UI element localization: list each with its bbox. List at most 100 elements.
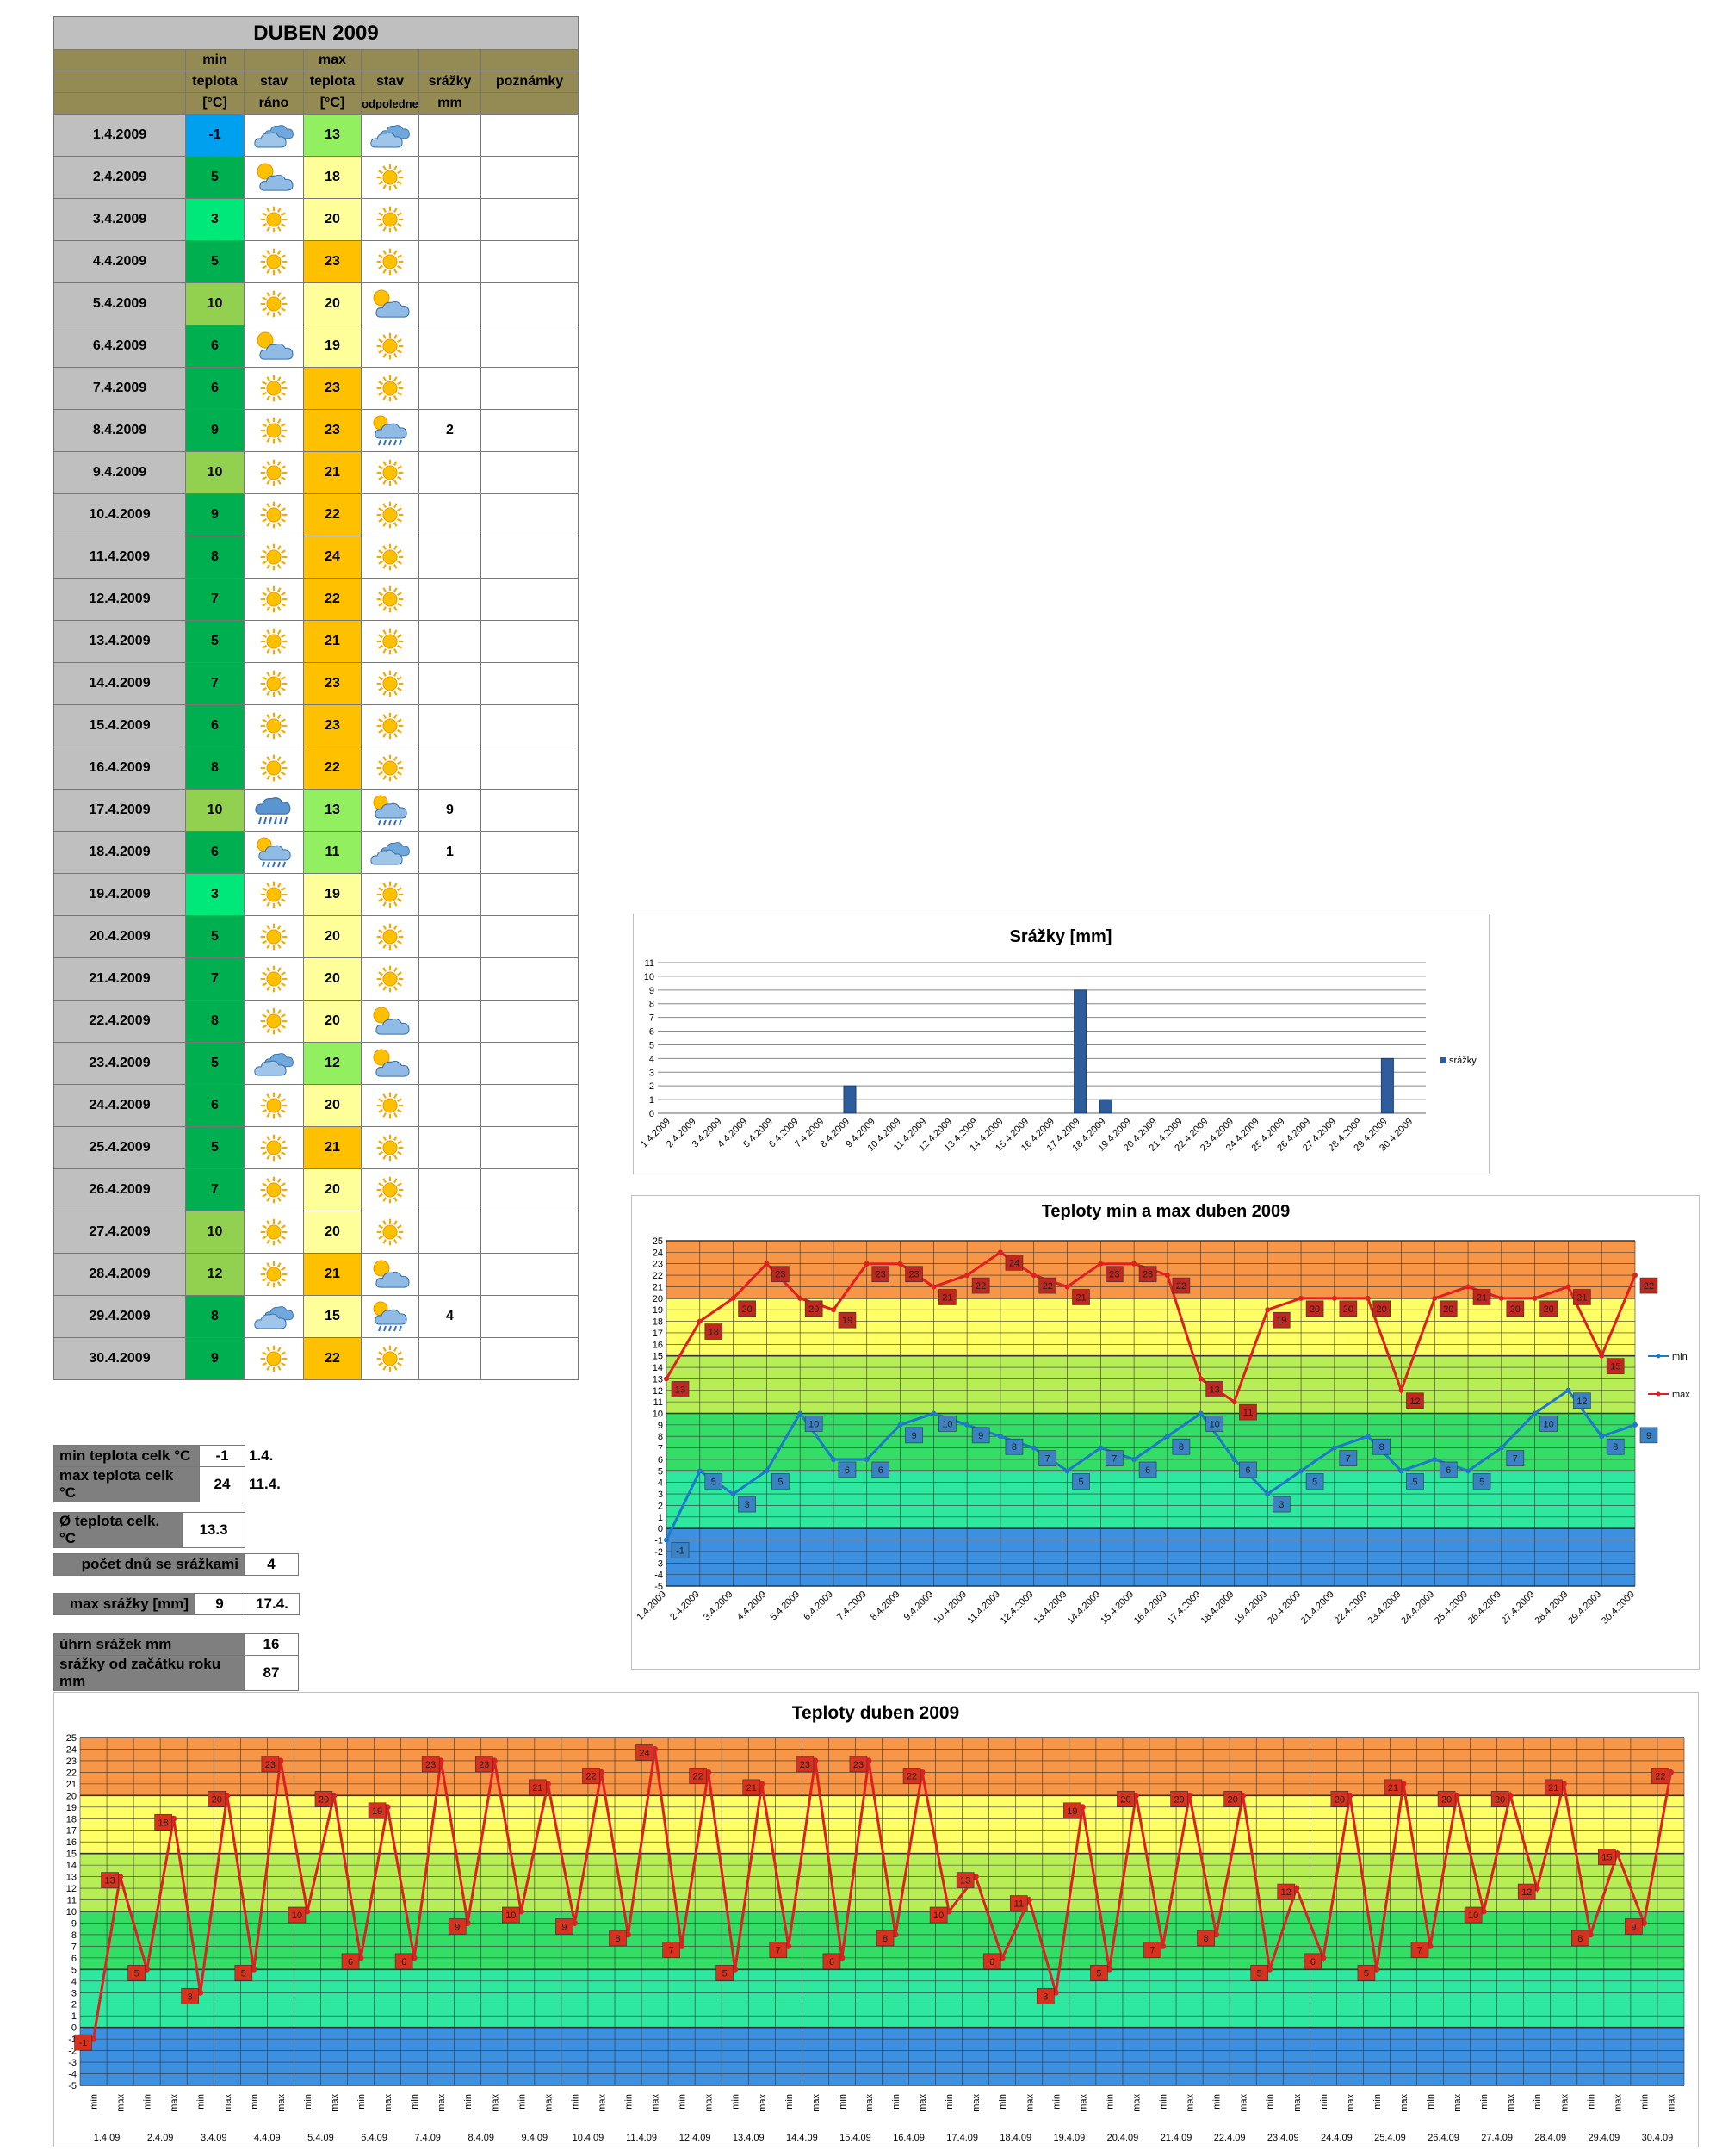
legend-label: max bbox=[1672, 1390, 1690, 1400]
morning-state-cell bbox=[244, 578, 304, 621]
max-point bbox=[1532, 1295, 1538, 1301]
temperature-data-label: 22 bbox=[693, 1771, 703, 1781]
header-unit bbox=[480, 92, 579, 115]
x-tick-label: max bbox=[1292, 2094, 1303, 2112]
max-point bbox=[897, 1261, 903, 1267]
x-group-label: 11.4.09 bbox=[626, 2133, 657, 2143]
min-temp-cell: 8 bbox=[185, 536, 245, 579]
y-tick-label: 14 bbox=[653, 1363, 663, 1373]
sun-cloud-icon bbox=[362, 287, 418, 321]
min-data-label: 10 bbox=[942, 1420, 952, 1430]
table-row: 4.4.2009 5 23 bbox=[53, 240, 579, 283]
temperature-data-label: 19 bbox=[372, 1806, 382, 1817]
notes-cell bbox=[480, 325, 579, 368]
temperature-data-label: 6 bbox=[829, 1957, 834, 1967]
min-data-label: 6 bbox=[1145, 1465, 1150, 1476]
max-data-label: 20 bbox=[808, 1304, 819, 1315]
morning-state-cell bbox=[244, 114, 304, 157]
y-tick-label: 24 bbox=[653, 1248, 663, 1258]
date-cell: 21.4.2009 bbox=[53, 957, 186, 1001]
max-data-label-box bbox=[704, 1323, 723, 1340]
temperature-data-label: 5 bbox=[241, 1968, 246, 1979]
temperature-data-label-box bbox=[796, 1756, 815, 1773]
max-temp-cell: 23 bbox=[303, 704, 362, 747]
x-group-label: 6.4.09 bbox=[361, 2133, 387, 2143]
y-tick-label: 2 bbox=[658, 1501, 663, 1511]
y-tick-label: 12 bbox=[653, 1386, 663, 1397]
header-unit: [°C] bbox=[185, 92, 245, 115]
temperature-data-label: 23 bbox=[853, 1760, 864, 1770]
y-tick-label: 2 bbox=[71, 2000, 77, 2010]
temperature-data-label: 5 bbox=[1257, 1968, 1262, 1979]
max-temp-cell: 20 bbox=[303, 1084, 362, 1127]
notes-cell bbox=[480, 1000, 579, 1043]
cloud-icon bbox=[362, 835, 418, 870]
x-tick-label: max bbox=[811, 2094, 821, 2112]
max-point bbox=[1298, 1295, 1304, 1301]
y-tick-label: -1 bbox=[654, 1536, 663, 1546]
y-tick-label: -1 bbox=[68, 2035, 77, 2045]
sun-icon bbox=[245, 457, 303, 488]
temperature-data-label-box bbox=[288, 1906, 307, 1924]
morning-state-cell bbox=[244, 1042, 304, 1085]
x-tick-label: 20.4.2009 bbox=[1266, 1589, 1303, 1626]
legend-swatch bbox=[1440, 1057, 1446, 1063]
x-tick-label: max bbox=[1186, 2094, 1196, 2112]
max-data-label-box bbox=[838, 1311, 857, 1329]
sun-icon bbox=[245, 1174, 303, 1205]
header-cell bbox=[53, 49, 186, 71]
x-tick-label: 4.4.2009 bbox=[735, 1589, 769, 1623]
temperature-data-label-box bbox=[1170, 1791, 1188, 1807]
sun-icon bbox=[362, 753, 418, 784]
min-data-label-box bbox=[1639, 1427, 1658, 1444]
sun-icon bbox=[245, 626, 303, 657]
max-temp-cell: 13 bbox=[303, 114, 362, 157]
rain-year-value: 87 bbox=[244, 1655, 299, 1691]
temperature-data-label: 24 bbox=[639, 1748, 649, 1758]
rain-cell bbox=[418, 704, 481, 747]
temperature-data-label: 6 bbox=[401, 1957, 406, 1967]
min-point bbox=[1432, 1456, 1438, 1462]
max-data-label: 19 bbox=[842, 1316, 852, 1326]
rain-sum-stats: úhrn srážek mm 16 srážky od začátku roku… bbox=[53, 1633, 299, 1691]
max-data-label: 24 bbox=[1009, 1258, 1019, 1268]
cloud-icon bbox=[362, 118, 418, 152]
sun-icon bbox=[245, 668, 303, 699]
y-tick-label: -4 bbox=[654, 1571, 663, 1581]
date-cell: 25.4.2009 bbox=[53, 1126, 186, 1169]
min-point bbox=[764, 1468, 770, 1474]
max-data-label: 21 bbox=[1075, 1292, 1086, 1303]
min-data-label: 7 bbox=[1346, 1454, 1351, 1465]
sun-icon bbox=[245, 288, 303, 319]
rain-cell bbox=[418, 662, 481, 705]
min-temp-cell: 10 bbox=[185, 282, 245, 325]
date-cell: 14.4.2009 bbox=[53, 662, 186, 705]
min-data-label: 5 bbox=[777, 1477, 783, 1487]
temperature-data-label: 13 bbox=[104, 1876, 115, 1886]
temperature-data-label-box bbox=[74, 2034, 92, 2051]
cloud-icon bbox=[245, 118, 303, 152]
x-tick-label: min bbox=[838, 2094, 848, 2110]
temperature-data-label-box bbox=[502, 1906, 520, 1924]
max-point bbox=[1231, 1399, 1237, 1405]
min-data-label-box bbox=[938, 1416, 957, 1432]
x-tick-label: min bbox=[1479, 2094, 1490, 2110]
max-point bbox=[1432, 1295, 1438, 1301]
sun-icon bbox=[362, 204, 418, 235]
x-group-label: 14.4.09 bbox=[786, 2133, 818, 2143]
header-max: max bbox=[303, 49, 362, 71]
x-tick-label: 15.4.2009 bbox=[1099, 1589, 1136, 1626]
temperature-data-label-box bbox=[1117, 1791, 1135, 1807]
x-group-label: 2.4.09 bbox=[147, 2133, 174, 2143]
x-tick-label: max bbox=[383, 2094, 393, 2112]
date-cell: 3.4.2009 bbox=[53, 198, 186, 241]
y-tick-label: 7 bbox=[649, 1013, 654, 1024]
afternoon-state-cell bbox=[361, 578, 419, 621]
x-tick-label: min bbox=[1051, 2094, 1062, 2110]
sun-icon bbox=[362, 246, 418, 277]
y-tick-label: 12 bbox=[66, 1884, 77, 1894]
sun-cloud-icon bbox=[362, 1046, 418, 1081]
max-temp-cell: 23 bbox=[303, 240, 362, 283]
min-data-label-box bbox=[671, 1542, 690, 1558]
afternoon-state-cell bbox=[361, 282, 419, 325]
